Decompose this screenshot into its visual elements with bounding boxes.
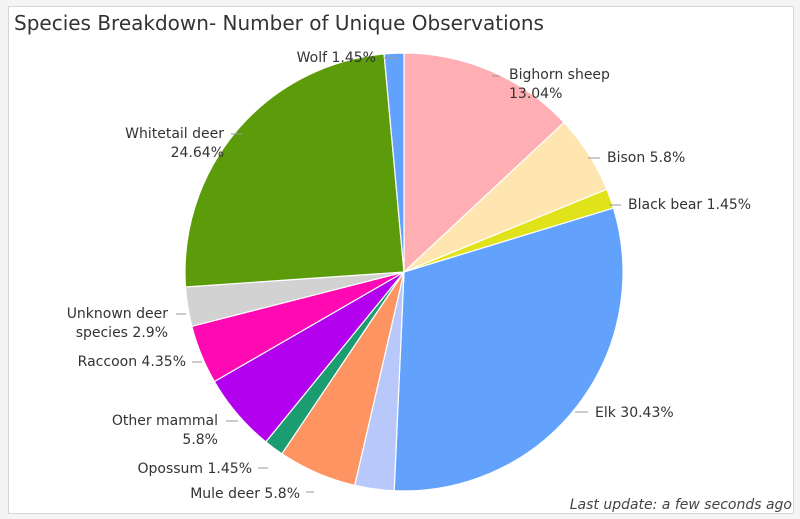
slice-label-line: 24.64% [171, 145, 224, 161]
slice-label: Raccoon 4.35% [78, 354, 186, 370]
slice-label: Bison 5.8% [607, 150, 685, 166]
slice-label: Whitetail deer 24.64% [125, 126, 224, 161]
last-update-text: Last update: a few seconds ago [569, 497, 792, 513]
slice-label-line: Mule deer 5.8% [190, 486, 300, 502]
slice-label-line: Whitetail deer [125, 126, 224, 142]
slice-label-line: Black bear 1.45% [628, 197, 751, 213]
slice-label: Elk 30.43% [595, 405, 674, 421]
pie-slice-wolf[interactable] [383, 52, 405, 273]
slice-label-line: species 2.9% [76, 325, 168, 341]
slice-label-line: Other mammal [112, 413, 218, 429]
slice-label-line: 5.8% [182, 432, 218, 448]
slice-label-line: 13.04% [509, 86, 562, 102]
slice-label: Bighorn sheep 13.04% [509, 67, 610, 102]
slice-label-line: Opossum 1.45% [138, 461, 253, 477]
slice-label-line: Wolf 1.45% [297, 50, 376, 66]
slice-label: Unknown deer species 2.9% [67, 306, 169, 341]
pie-slice-elk[interactable] [393, 207, 624, 492]
slice-label: Mule deer 5.8% [190, 486, 300, 502]
slice-label-line: Bighorn sheep [509, 67, 610, 83]
slice-label-line: Raccoon 4.35% [78, 354, 186, 370]
slice-label-line: Elk 30.43% [595, 405, 674, 421]
slice-label: Wolf 1.45% [297, 50, 376, 66]
pie-slice-bighorn-sheep[interactable] [403, 52, 565, 274]
slice-label: Opossum 1.45% [138, 461, 253, 477]
slice-label: Black bear 1.45% [628, 197, 751, 213]
slice-label: Other mammal 5.8% [112, 413, 218, 448]
pie-slice-whitetail-deer[interactable] [184, 53, 405, 288]
slice-label-line: Unknown deer [67, 306, 169, 322]
slice-label-line: Bison 5.8% [607, 150, 685, 166]
chart-title: Species Breakdown- Number of Unique Obse… [14, 11, 544, 35]
